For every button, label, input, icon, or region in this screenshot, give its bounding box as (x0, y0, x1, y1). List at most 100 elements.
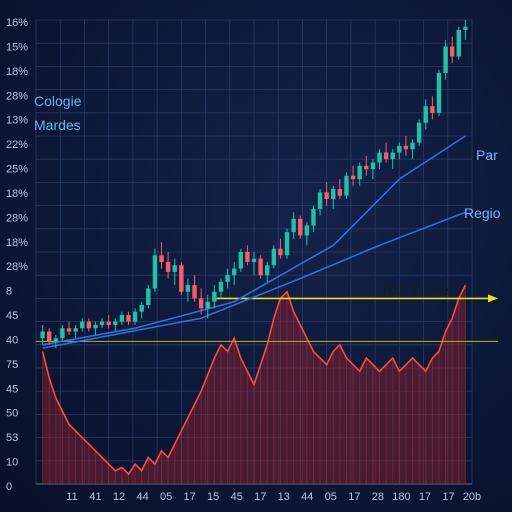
x-tick-label: 12 (113, 491, 125, 503)
x-tick-label: 20b (463, 491, 481, 503)
candle-body (99, 321, 105, 325)
candle-body (47, 331, 52, 342)
legend-label: Cologie (34, 93, 82, 109)
candle (99, 318, 105, 329)
candle (152, 248, 158, 292)
x-tick-label: 17 (184, 491, 196, 503)
candle-body (225, 275, 230, 282)
candle-body (93, 324, 98, 329)
candle (416, 119, 422, 146)
trend-line (42, 211, 466, 349)
candle (265, 261, 270, 282)
candle (93, 321, 98, 335)
candle (139, 301, 144, 319)
y-tick-label: 0 (6, 481, 12, 493)
x-tick-label: 17 (419, 491, 431, 503)
y-tick-label: 28% (6, 90, 28, 102)
candle-body (66, 328, 72, 332)
candle-body (231, 268, 237, 276)
legend-label: Mardes (34, 117, 81, 133)
candle-body (337, 189, 343, 196)
candle (225, 268, 230, 289)
x-tick-label: 28 (372, 491, 384, 503)
y-tick-label: 28% (6, 212, 28, 224)
x-tick-labels: 11 41 12 44 05 17 15 45 17 13 44 05 17 28 180 17 17 20b (66, 491, 481, 503)
candle (463, 20, 468, 40)
candle-body (463, 26, 468, 30)
y-tick-label: 8 (6, 286, 12, 298)
candle (218, 278, 224, 299)
candle-body (284, 232, 290, 256)
candle-body (60, 328, 65, 339)
candle (231, 261, 237, 286)
y-tick-label: 16% (6, 17, 28, 29)
candle (278, 238, 283, 259)
candle (357, 162, 362, 186)
candle (245, 245, 250, 266)
candle (172, 258, 177, 286)
candle-body (331, 189, 336, 199)
candle-body (304, 225, 310, 236)
candle-body (238, 252, 243, 269)
candle (284, 228, 290, 259)
candle-body (139, 305, 144, 312)
candle (377, 149, 382, 170)
candle (298, 215, 303, 239)
candle-body (53, 338, 59, 342)
x-tick-label: 44 (136, 491, 148, 503)
x-tick-label: 41 (89, 491, 101, 503)
candle (291, 212, 296, 239)
candle-body (198, 298, 204, 309)
candle-body (456, 29, 461, 57)
candle (66, 321, 72, 335)
candle (449, 36, 455, 64)
candle-body (146, 288, 151, 306)
candle (159, 242, 164, 269)
candle (113, 318, 118, 332)
candle-body (126, 314, 131, 322)
candle-body (132, 311, 138, 322)
candle (364, 155, 369, 176)
candle-body (258, 258, 263, 276)
candle (132, 308, 138, 325)
candle-body (165, 261, 171, 272)
x-tick-label: 15 (207, 491, 219, 503)
y-tick-label: 45 (6, 383, 18, 395)
candle (304, 222, 310, 246)
x-tick-label: 17 (254, 491, 266, 503)
x-tick-label: 13 (278, 491, 290, 503)
candle-body (192, 285, 197, 299)
candle-body (80, 321, 85, 329)
y-tick-label: 45 (6, 310, 18, 322)
y-tick-label: 53 (6, 432, 18, 444)
candle-body (443, 46, 448, 74)
candle-body (357, 165, 362, 180)
area-hatching (42, 285, 466, 484)
candle (119, 311, 125, 325)
candle (53, 334, 59, 349)
candle (397, 142, 402, 160)
y-tick-label: 50 (6, 408, 18, 420)
y-tick-label: 25% (6, 164, 28, 176)
y-tick-label: 22% (6, 139, 28, 151)
candle (436, 69, 442, 117)
candle (350, 165, 356, 186)
candle (423, 99, 428, 130)
candle-body (271, 248, 277, 266)
x-tick-label: 180 (392, 491, 410, 503)
candle (430, 96, 435, 120)
level-annotation: Rab lt leme (383, 282, 449, 297)
x-tick-label: 05 (160, 491, 172, 503)
candle-body (383, 152, 389, 160)
candle-body (291, 218, 296, 233)
candle (403, 136, 409, 156)
candle-body (172, 265, 177, 272)
candle-body (377, 152, 382, 163)
candle (47, 328, 52, 345)
y-tick-label: 40 (6, 334, 18, 346)
candle (370, 159, 376, 180)
candle-body (40, 331, 45, 339)
candle (251, 252, 257, 276)
y-tick-label: 28% (6, 261, 28, 273)
candle (331, 185, 336, 209)
